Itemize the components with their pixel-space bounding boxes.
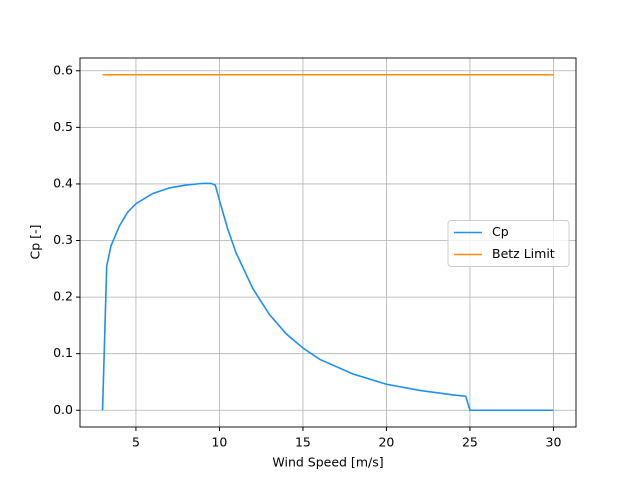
x-tick-label: 15 (295, 435, 311, 450)
y-tick-label: 0.2 (53, 289, 73, 304)
y-tick-label: 0.3 (53, 232, 73, 247)
x-axis-label: Wind Speed [m/s] (272, 455, 383, 470)
y-axis-label: Cp [-] (28, 225, 43, 260)
legend-label: Cp (492, 224, 509, 239)
x-tick-label: 5 (132, 435, 140, 450)
axes-frame (79, 57, 577, 428)
y-tick-label: 0.6 (53, 62, 73, 77)
x-tick-label: 25 (462, 435, 478, 450)
line (101, 182, 554, 412)
x-tick-label: 20 (378, 435, 394, 450)
y-tick-label: 0.1 (53, 345, 73, 360)
x-tick-label: 30 (546, 435, 562, 450)
legend-label: Betz Limit (492, 246, 555, 261)
y-tick-label: 0.5 (53, 119, 73, 134)
y-tick-label: 0.0 (53, 402, 73, 417)
y-tick-label: 0.4 (53, 175, 73, 190)
x-tick-label: 10 (211, 435, 227, 450)
legend: Cp Betz Limit (447, 220, 570, 267)
